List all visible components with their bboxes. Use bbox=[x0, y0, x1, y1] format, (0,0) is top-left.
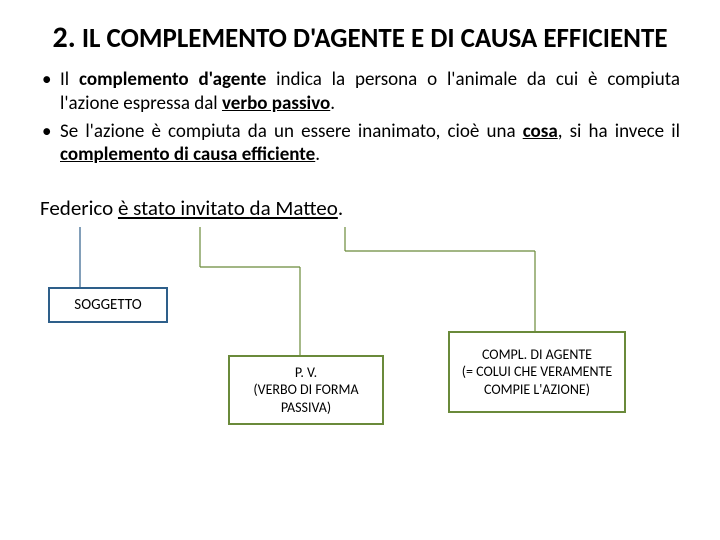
bold-underline-text: complemento di causa efficiente bbox=[60, 143, 315, 166]
diagram: SOGGETTO P. V. (VERBO DI FORMA PASSIVA) … bbox=[40, 227, 680, 447]
example-verb: è stato invitato bbox=[118, 195, 250, 221]
bullet-item: Il complemento d'agente indica la person… bbox=[60, 68, 680, 116]
text: , si ha invece il bbox=[558, 120, 680, 143]
bold-text: complemento d'agente bbox=[79, 68, 266, 91]
title-text: IL COMPLEMENTO D'AGENTE E DI CAUSA EFFIC… bbox=[82, 22, 668, 55]
title-number: 2. bbox=[53, 19, 76, 56]
text: . bbox=[338, 195, 343, 221]
bold-underline-text: cosa bbox=[523, 120, 558, 143]
bold-underline-text: verbo passivo bbox=[222, 92, 330, 115]
text: . bbox=[315, 143, 320, 166]
box-pv: P. V. (VERBO DI FORMA PASSIVA) bbox=[228, 355, 384, 425]
text: Il bbox=[60, 68, 79, 91]
text: Se l'azione è compiuta da un essere inan… bbox=[60, 120, 523, 143]
example-sentence: Federico è stato invitato da Matteo. bbox=[40, 195, 680, 221]
box-agente: COMPL. DI AGENTE (= COLUI CHE VERAMENTE … bbox=[448, 331, 626, 413]
box-label: COMPL. DI AGENTE (= COLUI CHE VERAMENTE … bbox=[456, 346, 618, 399]
bullet-item: Se l'azione è compiuta da un essere inan… bbox=[60, 120, 680, 168]
example-agent: da Matteo bbox=[250, 195, 338, 221]
bullet-list: Il complemento d'agente indica la person… bbox=[40, 68, 680, 167]
box-label: P. V. (VERBO DI FORMA PASSIVA) bbox=[236, 364, 376, 417]
page-title: 2. IL COMPLEMENTO D'AGENTE E DI CAUSA EF… bbox=[40, 20, 680, 56]
text: . bbox=[330, 92, 335, 115]
example-subject: Federico bbox=[40, 195, 113, 221]
box-label: SOGGETTO bbox=[74, 296, 141, 315]
box-soggetto: SOGGETTO bbox=[48, 287, 168, 323]
